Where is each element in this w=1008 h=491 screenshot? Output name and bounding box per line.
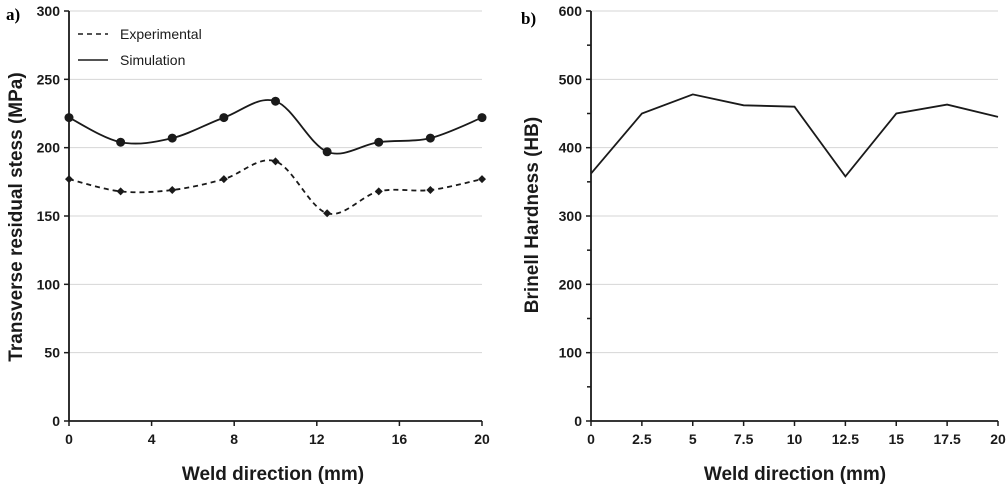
x-tick-label-b-3: 7.5: [734, 431, 754, 447]
series-line-a-simulation: [68, 99, 483, 155]
marker-a-experimental-7: [426, 186, 435, 195]
marker-a-simulation-3: [219, 113, 229, 123]
marker-a-simulation-0: [64, 113, 74, 123]
marker-a-experimental-8: [478, 175, 486, 184]
x-tick-label-b-7: 17.5: [934, 431, 961, 447]
x-tick-label-a-1: 4: [148, 431, 156, 447]
x-tick-label-b-2: 5: [689, 431, 697, 447]
chart-a: a) 0 50 100 150 200 250 300 0 4 8 12 16 20 Weld dire…: [6, 3, 490, 485]
marker-a-experimental-2: [168, 186, 177, 195]
y-tick-label-b-5: 500: [559, 71, 583, 87]
y-tick-label-a-6: 300: [37, 3, 61, 19]
marker-a-simulation-8: [477, 113, 487, 123]
y-tick-label-b-1: 100: [559, 345, 583, 361]
y-tick-label-b-3: 300: [559, 208, 583, 224]
panel-label-a: a): [6, 5, 20, 24]
marker-a-simulation-1: [116, 137, 126, 147]
x-tick-label-a-3: 12: [309, 431, 325, 447]
marker-a-simulation-4: [271, 96, 280, 106]
marker-a-experimental-3: [219, 175, 228, 184]
y-tick-label-a-0: 0: [52, 413, 60, 429]
y-tick-label-a-4: 200: [37, 140, 61, 156]
marker-a-experimental-1: [116, 187, 125, 196]
y-tick-label-a-1: 50: [44, 345, 60, 361]
marker-a-experimental-0: [65, 175, 73, 184]
legend-label-experimental: Experimental: [120, 26, 202, 42]
legend-a: Experimental Simulation: [78, 26, 202, 68]
chart-b: b) 0 100 200 300 400 500 600 0 2.5 5 7.5 10 12.5 15 17…: [521, 3, 1006, 485]
x-tick-label-a-5: 20: [474, 431, 490, 447]
x-tick-label-b-8: 20: [990, 431, 1006, 447]
marker-a-simulation-6: [374, 137, 384, 147]
y-axis-title-a: Transverse residual stess (MPa): [6, 72, 27, 361]
x-tick-label-a-4: 16: [392, 431, 408, 447]
series-line-b-brinell-hardness: [590, 93, 999, 178]
marker-a-simulation-7: [425, 133, 435, 143]
y-tick-label-a-5: 250: [37, 71, 61, 87]
x-tick-label-a-2: 8: [230, 431, 238, 447]
x-axis-title-b: Weld direction (mm): [704, 464, 886, 485]
x-tick-label-b-5: 12.5: [832, 431, 859, 447]
series-line-a-experimental: [68, 159, 483, 215]
y-tick-label-b-6: 600: [559, 3, 583, 19]
x-tick-label-b-6: 15: [888, 431, 904, 447]
x-tick-label-b-1: 2.5: [632, 431, 652, 447]
y-tick-label-b-4: 400: [559, 140, 583, 156]
panel-label-b: b): [521, 9, 536, 28]
y-tick-label-b-0: 0: [574, 413, 582, 429]
y-axis-title-b: Brinell Hardness (HB): [522, 117, 543, 313]
marker-a-experimental-4: [271, 157, 280, 166]
x-tick-label-a-0: 0: [65, 431, 73, 447]
marker-a-simulation-2: [167, 133, 177, 143]
y-tick-label-a-2: 100: [37, 276, 61, 292]
marker-a-experimental-6: [374, 187, 383, 196]
marker-a-experimental-5: [323, 209, 332, 218]
legend-label-simulation: Simulation: [120, 52, 185, 68]
x-tick-label-b-4: 10: [787, 431, 803, 447]
y-tick-label-b-2: 200: [559, 276, 583, 292]
y-tick-label-a-3: 150: [37, 208, 61, 224]
marker-a-simulation-5: [322, 147, 332, 157]
x-axis-title-a: Weld direction (mm): [182, 464, 364, 485]
x-tick-label-b-0: 0: [587, 431, 595, 447]
